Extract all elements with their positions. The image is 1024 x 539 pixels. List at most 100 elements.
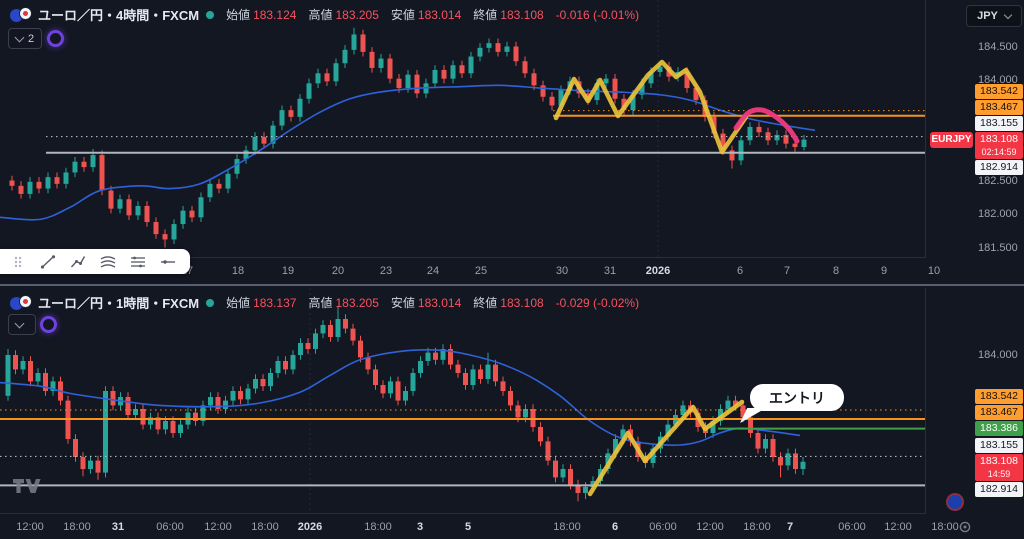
candle	[108, 185, 114, 214]
panel-divider[interactable]	[0, 284, 1024, 286]
time-axis-label: 18:00	[931, 521, 959, 533]
candle	[110, 386, 116, 411]
candle	[238, 386, 243, 405]
time-scale-1h[interactable]: 12:00 18:00 31 06:00 12:00 18:00 2026 18:00 3 5 18…	[0, 514, 1024, 539]
high-label: 高値	[308, 296, 333, 310]
candle	[360, 29, 366, 57]
entry-annotation[interactable]: エントリ	[750, 384, 844, 411]
drawing-toolbar[interactable]	[0, 249, 190, 274]
zigzag-drawing[interactable]	[553, 59, 749, 155]
indicators-collapse-chip[interactable]: 2	[8, 28, 43, 49]
time-axis-label: 06:00	[649, 521, 677, 533]
price-badge-183.467: 183.467	[975, 405, 1023, 421]
candle	[155, 412, 161, 435]
close-label: 終値	[473, 296, 498, 310]
chart-legend-4h[interactable]: ユーロ／円・4時間・FXCM 始値 183.124 高値 183.205 安値 183…	[10, 5, 639, 24]
indicator-logo-icon[interactable]	[47, 30, 64, 47]
candle	[358, 335, 363, 363]
jpy-flag-dot	[23, 298, 28, 304]
low-label: 安値	[390, 8, 415, 22]
candle	[50, 376, 56, 396]
tradingview-logo[interactable]	[13, 478, 41, 495]
down-arrow-drawing[interactable]	[733, 107, 800, 144]
time-axis-label: 25	[474, 265, 488, 277]
indicators-collapse-chip[interactable]	[8, 314, 36, 335]
candle	[522, 56, 528, 78]
indicator-logo-icon[interactable]	[40, 316, 57, 333]
chart-legend-1h[interactable]: ユーロ／円・1時間・FXCM 始値 183.137 高値 183.205 安値 183…	[10, 293, 639, 312]
candle	[387, 53, 393, 84]
toolbar-drag-handle[interactable]	[4, 251, 32, 273]
ohlc-high: 高値 183.205	[308, 294, 378, 311]
low-value: 183.014	[417, 8, 462, 22]
price-badge-183.467: 183.467	[975, 99, 1023, 115]
currency-unit-button[interactable]: JPY	[966, 5, 1022, 27]
close-label: 終値	[473, 8, 498, 22]
candle	[81, 157, 87, 172]
candle	[441, 65, 447, 84]
candle	[343, 314, 348, 334]
candle	[414, 69, 420, 99]
price-scale-4h[interactable]: 184.500 184.000 182.500 182.000 181.500 183.5…	[925, 0, 1024, 286]
trend-line-tool-icon[interactable]	[34, 251, 62, 273]
close-value: 183.108	[500, 296, 544, 310]
symbol-title[interactable]: ユーロ／円・1時間・FXCM	[38, 296, 200, 311]
time-axis-label: 7	[783, 265, 791, 277]
time-axis-label: 30	[555, 265, 569, 277]
moving-average-line	[0, 84, 816, 221]
parallel-lines-tool-icon[interactable]	[124, 251, 152, 273]
candle	[54, 172, 60, 189]
chart-canvas-EURJPY[interactable]	[0, 0, 925, 257]
candle	[650, 443, 656, 468]
candle	[297, 94, 303, 122]
candle	[755, 428, 761, 454]
bar-countdown: 14:59	[987, 469, 1011, 480]
candle	[27, 177, 33, 199]
candle	[171, 219, 177, 245]
candle	[418, 356, 423, 378]
time-axis-label: 3	[416, 521, 424, 533]
indicator-count: 2	[28, 32, 35, 45]
time-axis-label: 18:00	[743, 521, 771, 533]
candle	[763, 434, 768, 454]
time-axis-label: 19	[281, 265, 295, 277]
horizontal-line-tool-icon[interactable]	[154, 251, 182, 273]
axis-price-label: 184.000	[978, 74, 1018, 86]
ohlc-close: 終値 183.108	[473, 294, 543, 311]
candle	[342, 45, 348, 68]
candle	[125, 392, 131, 420]
candle	[560, 464, 566, 483]
candle	[738, 135, 744, 166]
time-axis-label: 31	[111, 521, 125, 533]
polyline-tool-icon[interactable]	[64, 251, 92, 273]
chevron-down-icon	[14, 318, 25, 328]
price-scale-1h[interactable]: 184.000 183.542 183.467 183.386 183.155 183.1…	[925, 288, 1024, 539]
open-label: 始値	[226, 8, 251, 22]
time-axis-label: 10	[927, 265, 941, 277]
jpy-flag-icon	[19, 6, 32, 20]
candle	[575, 479, 581, 502]
eur-symbol-flag-icon	[946, 493, 964, 511]
candle	[378, 53, 384, 73]
chart-canvas-EURJPY[interactable]	[0, 288, 925, 513]
currency-label: JPY	[977, 10, 998, 22]
candle	[305, 338, 311, 354]
open-label: 始値	[226, 296, 251, 310]
candle	[261, 132, 267, 149]
time-axis-label: 8	[832, 265, 840, 277]
time-axis-label: 24	[426, 265, 440, 277]
candle	[770, 434, 776, 462]
zigzag-drawing[interactable]	[587, 399, 745, 497]
candle	[333, 58, 339, 87]
candle	[140, 404, 146, 430]
curve-channel-tool-icon[interactable]	[94, 251, 122, 273]
candle	[20, 356, 26, 375]
candle	[612, 73, 618, 104]
symbol-title[interactable]: ユーロ／円・4時間・FXCM	[38, 8, 200, 23]
candle	[279, 105, 285, 131]
candle	[13, 350, 18, 375]
chart-pane-1h[interactable]	[0, 288, 925, 513]
chart-pane-4h[interactable]	[0, 0, 925, 257]
candle	[335, 307, 341, 342]
candle	[729, 145, 735, 169]
